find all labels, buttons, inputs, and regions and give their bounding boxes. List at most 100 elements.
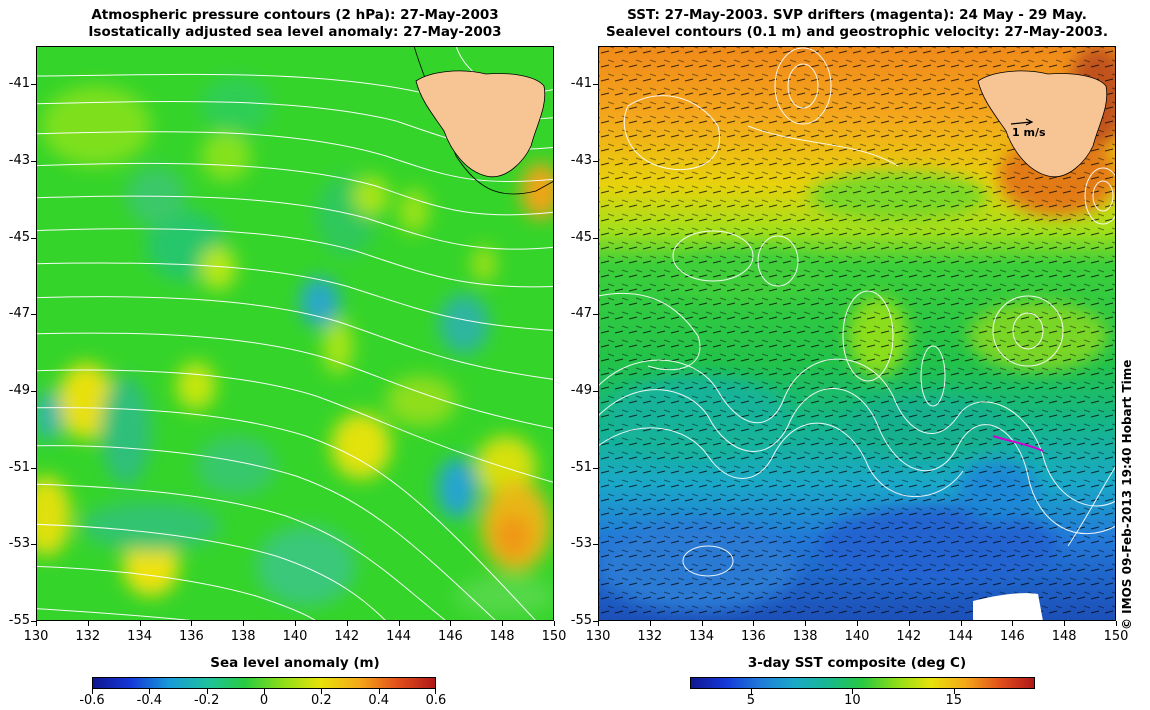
sla-lat-tick-mark	[31, 621, 36, 622]
sst-lat-tick-mark	[593, 314, 598, 316]
sla-lon-tick-label: 136	[178, 629, 204, 644]
sla-lat-tick-label: -49	[8, 383, 30, 398]
sst-lon-tick-label: 138	[792, 629, 818, 644]
sst-lat-tick-label: -41	[570, 76, 592, 92]
sla-lon-tick-mark	[450, 621, 452, 626]
sla-lon-tick-mark	[398, 621, 400, 626]
sla-colorbar-tick-label: 0.6	[425, 693, 447, 708]
sst-colorbar-tick-label: 5	[746, 693, 756, 708]
sst-lat-tick-mark	[593, 391, 598, 392]
sla-lon-tick-label: 142	[334, 629, 360, 644]
svp-drifter-track	[992, 435, 1044, 452]
sst-lon-tick-mark	[805, 621, 807, 626]
sea-level-anomaly-map[interactable]	[36, 46, 554, 621]
sla-lat-tick-mark	[31, 237, 36, 239]
sla-lat-tick-label: -55	[8, 613, 30, 628]
sst-lon-tick-label: 134	[689, 629, 714, 644]
sst-lon-tick-label: 130	[585, 629, 611, 644]
tasmania-land	[413, 46, 554, 195]
sla-lat-tick-mark	[31, 84, 36, 86]
sst-colorbar-tick-mark	[852, 689, 854, 694]
sla-lon-tick-mark	[295, 621, 296, 626]
sla-lon-tick-mark	[191, 621, 193, 626]
sla-colorbar-tick-mark	[92, 689, 93, 694]
sla-lat-tick-mark	[31, 544, 36, 546]
sla-colorbar-tick-mark	[321, 689, 323, 694]
sst-lon-tick-label: 150	[1103, 629, 1129, 644]
sst-lat-tick-label: -55	[570, 613, 592, 628]
sla-lon-tick-label: 130	[23, 629, 49, 644]
sst-lat-tick-mark	[593, 161, 598, 162]
sst-lon-tick-mark	[960, 621, 962, 626]
sst-lat-tick-mark	[593, 84, 598, 86]
velocity-scale-arrow	[1010, 118, 1034, 126]
sst-lon-tick-mark	[1012, 621, 1014, 626]
sst-lon-tick-mark	[908, 621, 910, 626]
sla-lon-tick-mark	[346, 621, 348, 626]
sla-lat-tick-mark	[31, 391, 36, 392]
sla-lat-tick-label: -45	[8, 229, 30, 245]
sla-lon-tick-label: 148	[489, 629, 515, 644]
sla-colorbar-tick-mark	[206, 689, 208, 694]
imos-credit: © IMOS 09-Feb-2013 19:40 Hobart Time	[1120, 359, 1134, 630]
sla-colorbar-tick-mark	[264, 689, 265, 694]
sst-lat-tick-mark	[593, 237, 598, 239]
sla-lon-tick-label: 144	[386, 629, 411, 644]
sst-lon-tick-label: 144	[948, 629, 973, 644]
sst-lon-tick-label: 140	[844, 629, 870, 644]
sst-colorbar-title: 3-day SST composite (deg C)	[747, 655, 967, 671]
sst-lon-tick-label: 148	[1051, 629, 1077, 644]
sst-lon-tick-label: 132	[637, 629, 663, 644]
sla-lon-tick-label: 138	[230, 629, 256, 644]
sst-lon-tick-mark	[598, 621, 599, 626]
sla-colorbar-tick-label: 0.2	[310, 693, 332, 708]
sst-colorbar-tick-label: 15	[945, 693, 963, 708]
sla-lat-tick-label: -47	[8, 306, 30, 322]
sla-lon-tick-mark	[87, 621, 89, 626]
sst-lat-tick-mark	[593, 467, 598, 469]
sst-colorbar-tick-mark	[750, 689, 752, 694]
sla-lon-tick-mark	[243, 621, 245, 626]
sla-map-svg	[36, 46, 554, 621]
sst-lon-tick-mark	[649, 621, 651, 626]
sst-lon-tick-label: 136	[740, 629, 766, 644]
sla-lat-tick-label: -53	[8, 536, 30, 552]
sla-lon-tick-mark	[502, 621, 504, 626]
sst-lat-tick-label: -43	[570, 153, 592, 168]
sst-lat-tick-label: -53	[570, 536, 592, 552]
sst-lon-tick-label: 142	[896, 629, 922, 644]
sla-lat-tick-mark	[31, 161, 36, 162]
right-title-line2: Sealevel contours (0.1 m) and geostrophi…	[605, 24, 1109, 40]
left-title-line2: Isostatically adjusted sea level anomaly…	[88, 24, 502, 40]
sla-lon-tick-label: 134	[127, 629, 152, 644]
sla-colorbar-tick-mark	[435, 689, 436, 694]
sst-map[interactable]: 1 m/s	[598, 46, 1116, 621]
sla-lat-tick-label: -43	[8, 153, 30, 168]
sst-lon-tick-mark	[1116, 621, 1117, 626]
sst-lon-tick-mark	[701, 621, 703, 626]
sst-colorbar-tick-mark	[953, 689, 955, 694]
sla-anomaly-blobs	[36, 76, 554, 616]
sla-colorbar-tick-label: -0.4	[136, 693, 163, 708]
sst-lat-tick-label: -49	[570, 383, 592, 398]
sla-lon-tick-mark	[36, 621, 37, 626]
sst-lon-tick-mark	[857, 621, 858, 626]
sst-lon-tick-mark	[753, 621, 755, 626]
sst-lat-tick-mark	[593, 621, 598, 622]
right-title-line1: SST: 27-May-2003. SVP drifters (magenta)…	[627, 7, 1087, 23]
sst-lat-tick-mark	[593, 544, 598, 546]
sst-colorbar-tick-label: 10	[844, 693, 861, 708]
sst-lat-tick-label: -51	[570, 459, 592, 475]
sst-map-svg	[598, 46, 1116, 621]
sla-lat-tick-label: -41	[8, 76, 30, 92]
left-title-line1: Atmospheric pressure contours (2 hPa): 2…	[91, 7, 499, 23]
sealevel-contours	[598, 47, 1116, 577]
sla-lon-tick-label: 132	[75, 629, 101, 644]
sla-colorbar-tick-mark	[378, 689, 380, 694]
pressure-contours	[36, 46, 554, 621]
no-data-patch	[973, 593, 1043, 621]
sla-lat-tick-mark	[31, 467, 36, 469]
sla-colorbar-tick-label: 0	[259, 693, 269, 708]
sla-lon-tick-label: 150	[541, 629, 567, 644]
sla-colorbar-tick-label: -0.2	[193, 693, 220, 708]
